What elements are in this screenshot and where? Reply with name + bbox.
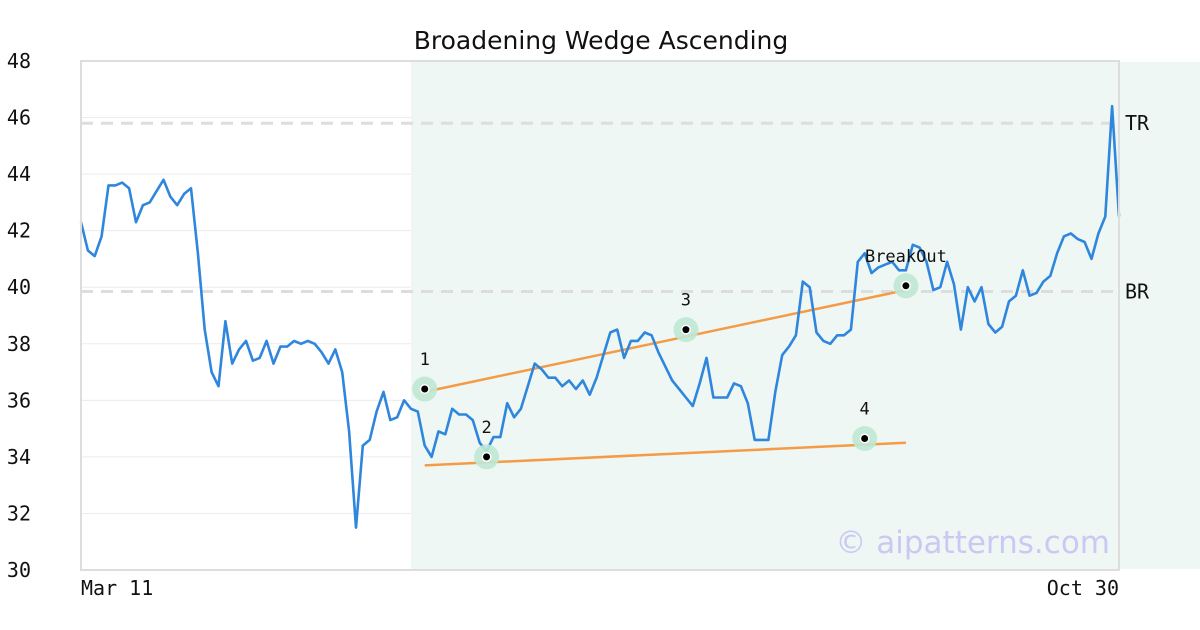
pattern-point (483, 453, 491, 461)
price-series (79, 104, 1121, 529)
y-tick-label: 32 (7, 501, 31, 525)
y-tick-label: 38 (7, 332, 31, 356)
price-line (79, 104, 1121, 529)
pattern-point-label: BreakOut (865, 247, 947, 267)
reference-line-label: BR (1125, 279, 1150, 303)
trendlines (424, 288, 907, 467)
y-tick-label: 48 (7, 49, 31, 73)
pattern-point (682, 326, 690, 334)
pattern-points: 1234BreakOutSuccess (412, 247, 947, 470)
y-tick-label: 30 (7, 558, 31, 582)
pattern-point-label: 2 (481, 418, 491, 438)
reference-line-label: TR (1125, 111, 1150, 135)
pattern-point-label: 1 (420, 350, 430, 370)
y-tick-label: 46 (7, 106, 31, 130)
pattern-point (861, 435, 869, 443)
pattern-point-label: 4 (860, 400, 870, 420)
y-axis-ticks: 30 32 34 36 38 40 42 44 46 48 (7, 49, 31, 582)
pattern-point (421, 385, 429, 393)
pattern-point-label: 3 (681, 291, 691, 311)
y-tick-label: 44 (7, 162, 31, 186)
trendline (424, 288, 907, 394)
trendline (424, 441, 906, 467)
pattern-region (410, 62, 1200, 569)
pattern-region-rect (410, 62, 1200, 569)
reference-lines: TR BR (81, 111, 1150, 303)
watermark: © aipatterns.com (835, 525, 1110, 561)
y-tick-label: 42 (7, 219, 31, 243)
x-axis-ticks: Mar 11 Oct 30 (81, 576, 1119, 600)
y-tick-label: 34 (7, 445, 31, 469)
chart-title: Broadening Wedge Ascending (414, 26, 789, 55)
pattern-point (902, 282, 910, 290)
x-tick-label: Oct 30 (1047, 576, 1119, 600)
y-tick-label: 36 (7, 388, 31, 412)
y-tick-label: 40 (7, 275, 31, 299)
x-tick-label: Mar 11 (81, 576, 153, 600)
plot-frame (80, 60, 1120, 571)
